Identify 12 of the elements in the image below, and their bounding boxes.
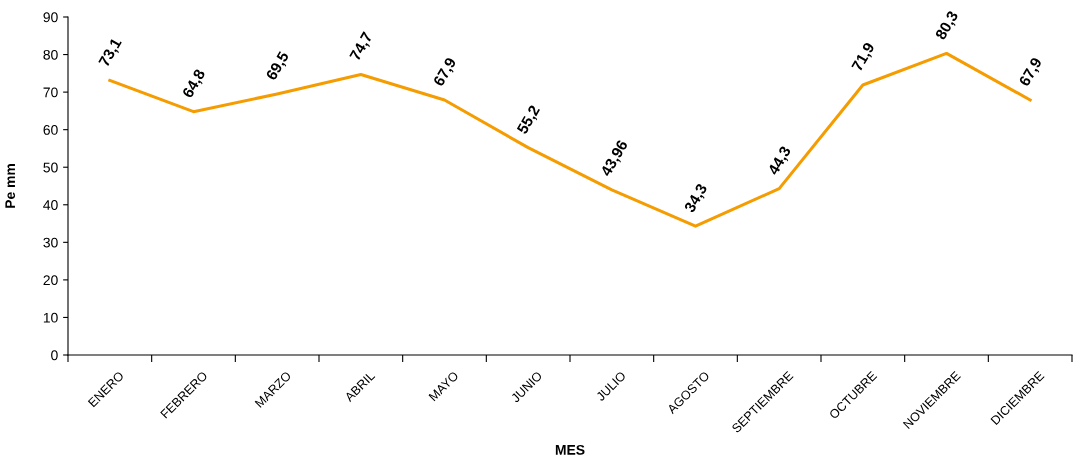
y-tick-label: 50 — [43, 162, 58, 173]
y-tick-label: 10 — [43, 312, 58, 323]
y-tick-label: 20 — [43, 275, 58, 286]
y-tick-label: 0 — [51, 350, 58, 361]
y-tick-label: 70 — [43, 87, 58, 98]
y-tick-label: 90 — [43, 12, 58, 23]
x-axis-title: MES — [555, 444, 585, 455]
y-tick-label: 60 — [43, 125, 58, 135]
y-tick-label: 40 — [43, 200, 58, 210]
y-tick-label: 80 — [43, 49, 58, 60]
y-axis-title: Pe mm — [5, 164, 16, 208]
y-tick-label: 30 — [43, 237, 58, 248]
